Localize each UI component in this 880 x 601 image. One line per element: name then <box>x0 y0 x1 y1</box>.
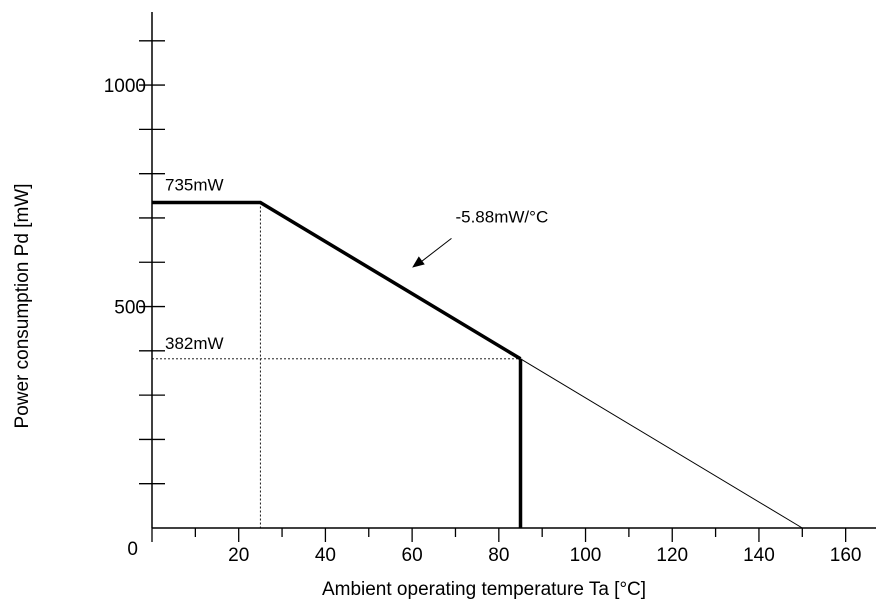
x-tick-label: 120 <box>656 545 688 566</box>
y-tick-label: 1000 <box>104 76 146 97</box>
value-annotation: 735mW <box>165 175 224 194</box>
y-axis-title: Power consumption Pd [mW] <box>12 184 33 429</box>
series-lines <box>152 200 803 529</box>
x-tick-label: 40 <box>315 545 336 566</box>
x-tick-label: 80 <box>488 545 509 566</box>
tick-labels: 20 40 60 80 100 120 140 160 0 500 1000 <box>104 76 862 566</box>
annotation-arrow-head <box>412 256 425 268</box>
extrapolation-line <box>520 358 803 529</box>
x-tick-label: 160 <box>830 545 862 566</box>
y-tick-label: 500 <box>114 298 146 319</box>
x-tick-label: 100 <box>570 545 602 566</box>
x-tick-label: 60 <box>402 545 423 566</box>
annotations: 735mW 382mW -5.88mW/°C <box>165 175 548 353</box>
derating-line <box>152 200 522 361</box>
annotation-arrow-line <box>419 237 452 263</box>
slope-annotation: -5.88mW/°C <box>455 207 548 226</box>
x-axis-title: Ambient operating temperature Ta [°C] <box>322 579 646 600</box>
origin-tick-label: 0 <box>127 539 138 560</box>
value-annotation: 382mW <box>165 334 224 353</box>
x-tick-label: 140 <box>743 545 775 566</box>
reference-lines <box>152 202 521 528</box>
x-tick-label: 20 <box>228 545 249 566</box>
axes <box>139 12 876 542</box>
